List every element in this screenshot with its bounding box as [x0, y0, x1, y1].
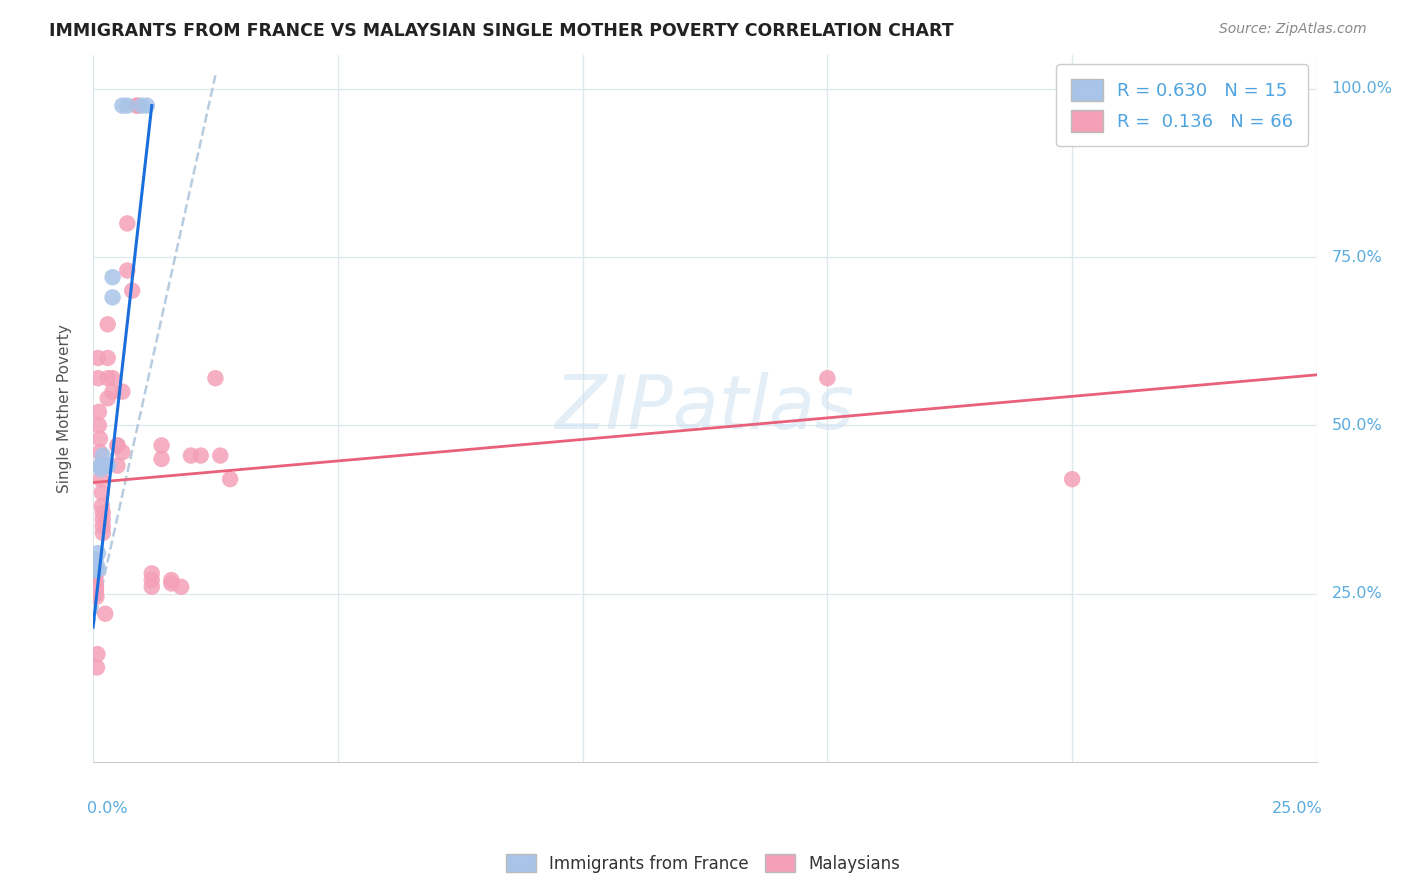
Point — [160, 576, 183, 591]
Point — [101, 290, 124, 304]
Point — [91, 506, 114, 520]
Legend: R = 0.630   N = 15, R =  0.136   N = 66: R = 0.630 N = 15, R = 0.136 N = 66 — [1056, 64, 1308, 146]
Point — [125, 98, 148, 112]
Point — [97, 458, 120, 473]
Point — [117, 98, 139, 112]
Point — [84, 586, 107, 600]
Point — [97, 458, 120, 473]
Point — [97, 371, 120, 385]
Text: 25.0%: 25.0% — [1331, 586, 1382, 601]
Point — [90, 458, 112, 473]
Text: 50.0%: 50.0% — [1331, 417, 1382, 433]
Point — [125, 98, 148, 112]
Point — [90, 472, 112, 486]
Point — [89, 432, 111, 446]
Text: 100.0%: 100.0% — [1331, 81, 1392, 96]
Point — [131, 98, 153, 112]
Point — [89, 458, 111, 473]
Point — [219, 472, 242, 486]
Point — [86, 590, 108, 604]
Point — [84, 563, 107, 577]
Point — [86, 563, 108, 577]
Point — [141, 566, 163, 581]
Point — [84, 563, 107, 577]
Point — [97, 392, 120, 406]
Point — [87, 371, 110, 385]
Point — [107, 458, 129, 473]
Point — [86, 660, 108, 674]
Point — [101, 270, 124, 285]
Point — [83, 556, 105, 570]
Point — [170, 580, 193, 594]
Point — [150, 438, 173, 452]
Point — [111, 384, 134, 399]
Text: 25.0%: 25.0% — [1272, 801, 1323, 815]
Point — [91, 458, 114, 473]
Point — [84, 576, 107, 591]
Text: IMMIGRANTS FROM FRANCE VS MALAYSIAN SINGLE MOTHER POVERTY CORRELATION CHART: IMMIGRANTS FROM FRANCE VS MALAYSIAN SING… — [49, 22, 953, 40]
Point — [815, 371, 838, 385]
Y-axis label: Single Mother Poverty: Single Mother Poverty — [58, 324, 72, 493]
Point — [83, 559, 105, 574]
Point — [117, 263, 139, 277]
Point — [97, 318, 120, 332]
Point — [204, 371, 226, 385]
Point — [87, 351, 110, 365]
Text: Source: ZipAtlas.com: Source: ZipAtlas.com — [1219, 22, 1367, 37]
Point — [90, 462, 112, 476]
Text: 0.0%: 0.0% — [87, 801, 128, 815]
Point — [150, 452, 173, 467]
Point — [84, 570, 107, 584]
Point — [141, 580, 163, 594]
Point — [101, 384, 124, 399]
Point — [160, 573, 183, 587]
Text: 75.0%: 75.0% — [1331, 250, 1382, 265]
Point — [91, 512, 114, 526]
Point — [91, 449, 114, 463]
Point — [86, 559, 108, 574]
Point — [84, 570, 107, 584]
Point — [91, 519, 114, 533]
Point — [135, 98, 157, 112]
Point — [97, 351, 120, 365]
Point — [209, 449, 232, 463]
Point — [84, 580, 107, 594]
Point — [141, 573, 163, 587]
Point — [107, 438, 129, 452]
Point — [86, 647, 108, 661]
Point — [84, 553, 107, 567]
Point — [84, 556, 107, 570]
Point — [180, 449, 202, 463]
Point — [94, 607, 117, 621]
Point — [87, 546, 110, 560]
Text: ZIPatlas: ZIPatlas — [555, 373, 855, 444]
Point — [90, 499, 112, 513]
Point — [84, 583, 107, 598]
Legend: Immigrants from France, Malaysians: Immigrants from France, Malaysians — [499, 847, 907, 880]
Point — [83, 553, 105, 567]
Point — [1062, 472, 1084, 486]
Point — [87, 405, 110, 419]
Point — [117, 216, 139, 230]
Point — [101, 371, 124, 385]
Point — [91, 525, 114, 540]
Point — [90, 485, 112, 500]
Point — [84, 580, 107, 594]
Point — [190, 449, 212, 463]
Point — [111, 445, 134, 459]
Point — [89, 445, 111, 459]
Point — [107, 438, 129, 452]
Point — [111, 98, 134, 112]
Point — [121, 284, 143, 298]
Point — [84, 566, 107, 581]
Point — [87, 418, 110, 433]
